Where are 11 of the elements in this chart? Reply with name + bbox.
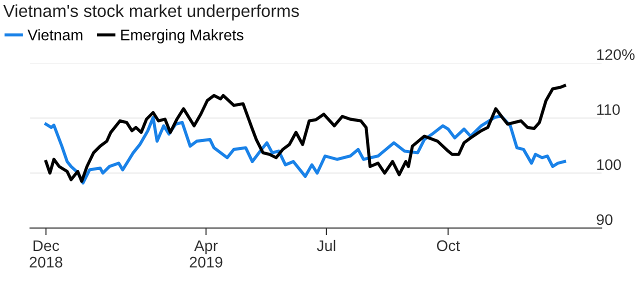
x-tick-label: Apr 2019: [190, 240, 222, 268]
y-tick-label: 120%: [597, 49, 635, 60]
x-tick-label: Dec 2018: [30, 240, 62, 268]
y-tick-label: 110: [597, 104, 620, 116]
y-tick-label: 90: [596, 214, 612, 226]
x-tick-label: Jul: [316, 240, 336, 252]
legend-label: Emerging Makrets: [121, 29, 244, 44]
x-tick-label: Oct: [436, 240, 460, 252]
chart-title: Vietnam's stock market underperforms: [3, 4, 299, 21]
legend-label: Vietnam: [28, 29, 82, 40]
y-tick-label: 100: [597, 159, 621, 170]
